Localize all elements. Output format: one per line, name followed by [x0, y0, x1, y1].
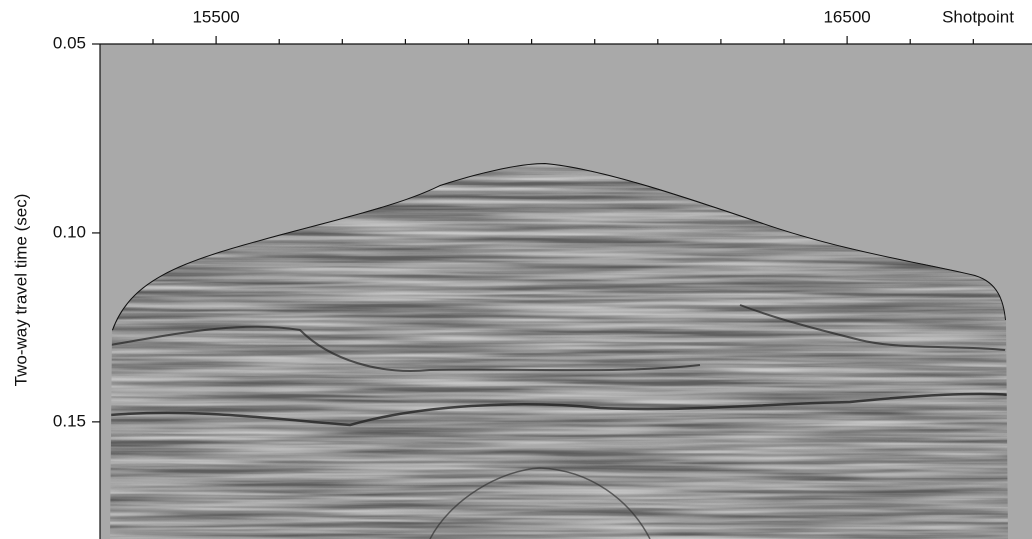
x-tick-label: 16500: [823, 7, 870, 26]
seismic-image: [100, 44, 1032, 539]
reflector: [110, 392, 1008, 427]
seafloor: [111, 163, 1007, 331]
reflector: [739, 304, 1006, 351]
y-axis-label: Two-way travel time (sec): [11, 194, 30, 387]
reflector: [110, 325, 701, 372]
x-axis-label: Shotpoint: [942, 7, 1014, 26]
y-tick-label: 0.10: [53, 222, 86, 241]
y-tick-label: 0.15: [53, 411, 86, 430]
y-tick-label: 0.05: [53, 33, 86, 52]
reflector: [429, 467, 651, 539]
x-tick-label: 15500: [192, 7, 239, 26]
